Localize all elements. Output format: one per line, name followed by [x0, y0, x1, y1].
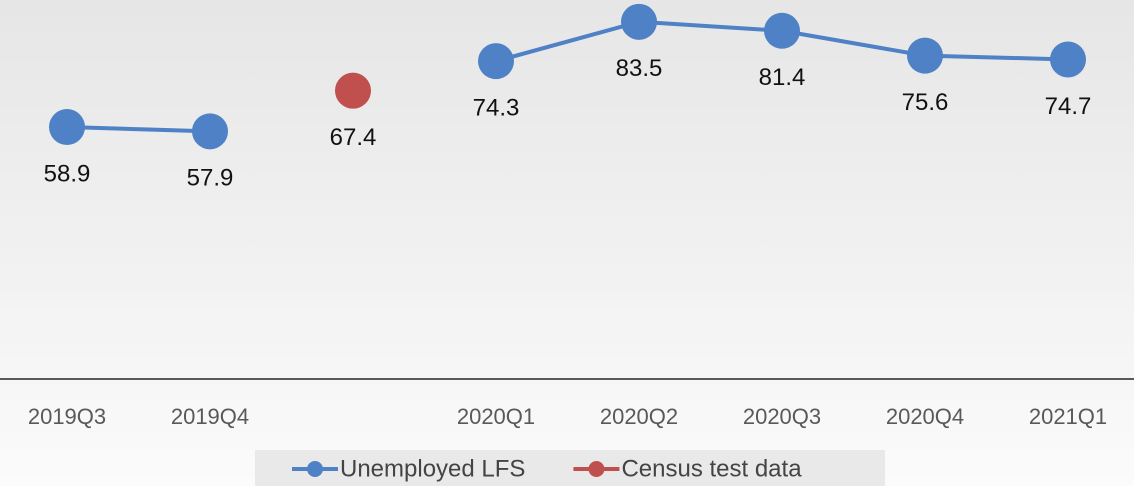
marker [192, 113, 228, 150]
x-tick-label: 2020Q1 [457, 404, 535, 429]
x-tick-label: 2021Q1 [1029, 404, 1107, 429]
x-tick-label: 2019Q4 [171, 404, 249, 429]
marker [1050, 41, 1086, 78]
legend-label: Unemployed LFS [340, 455, 525, 482]
legend-marker [588, 461, 605, 477]
data-label: 74.7 [1045, 93, 1092, 120]
data-label: 83.5 [616, 55, 663, 82]
legend-label: Census test data [621, 455, 802, 482]
data-label: 75.6 [902, 89, 949, 116]
marker [478, 43, 514, 80]
marker [621, 3, 657, 40]
data-label: 58.9 [44, 160, 91, 187]
data-label: 67.4 [330, 124, 377, 151]
x-tick-label: 2020Q4 [886, 404, 964, 429]
data-label: 81.4 [759, 64, 806, 91]
data-label: 74.3 [473, 95, 520, 122]
x-tick-label: 2020Q3 [743, 404, 821, 429]
x-tick-label: 2019Q3 [28, 404, 106, 429]
marker [49, 109, 85, 146]
data-label: 57.9 [187, 165, 234, 192]
marker [764, 12, 800, 49]
legend-marker [307, 461, 323, 477]
x-tick-label: 2020Q2 [600, 404, 678, 429]
legend-box [255, 450, 885, 486]
marker [335, 72, 371, 109]
marker [907, 37, 943, 74]
